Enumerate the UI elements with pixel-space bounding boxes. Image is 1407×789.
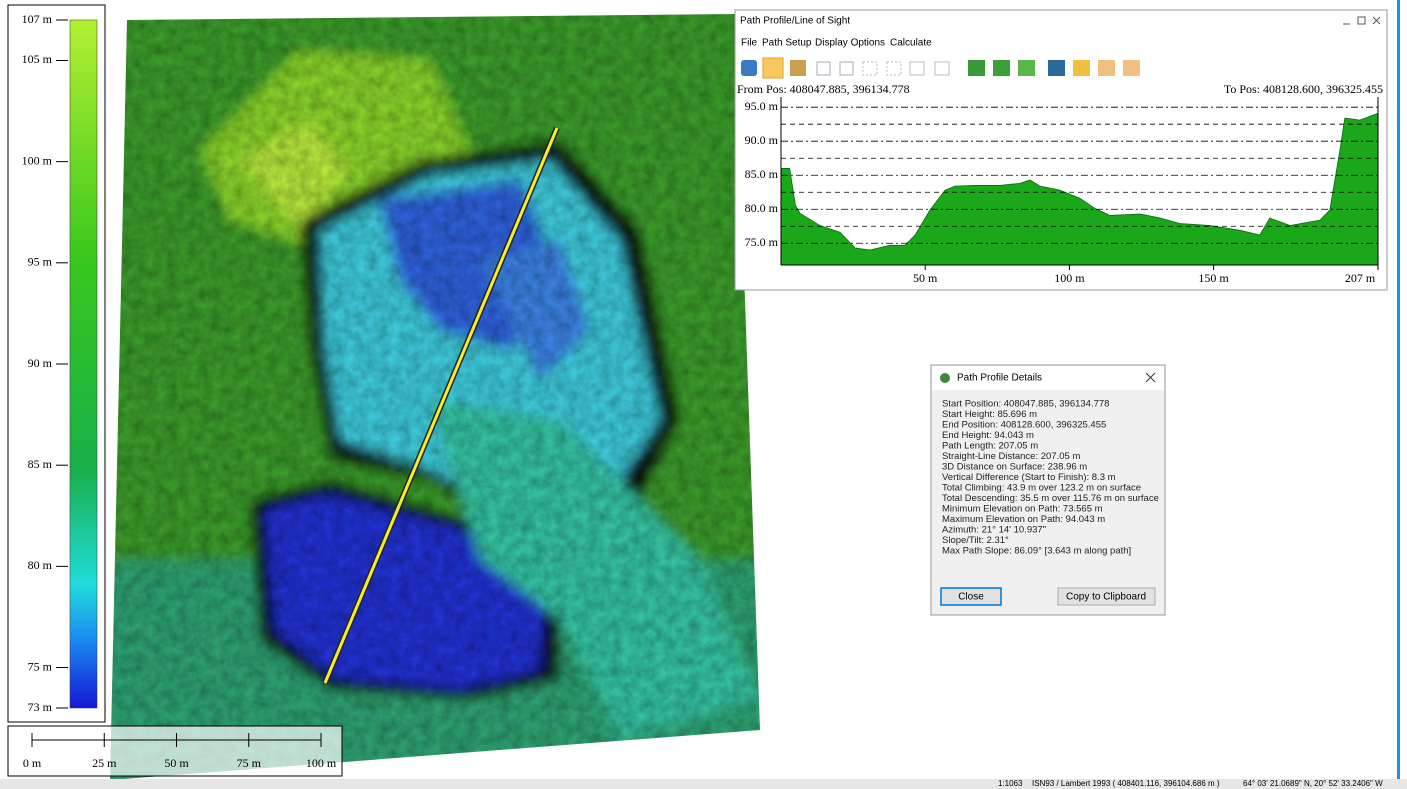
x-tick-label: 50 m xyxy=(913,271,938,285)
detail-line: Start Height: 85.696 m xyxy=(942,409,1037,420)
legend-label: 73 m xyxy=(28,700,53,714)
legend-label: 107 m xyxy=(22,12,53,26)
menu-item[interactable]: Display Options xyxy=(815,38,885,49)
y-tick-label: 95.0 m xyxy=(745,99,779,113)
detail-line: Start Position: 408047.885, 396134.778 xyxy=(942,399,1109,410)
tool-icon[interactable] xyxy=(1098,60,1115,76)
window-border xyxy=(1397,0,1400,779)
legend-label: 100 m xyxy=(22,153,53,167)
scale-label: 0 m xyxy=(23,756,42,770)
scale-label: 75 m xyxy=(237,756,262,770)
tool-icon[interactable] xyxy=(1018,60,1035,76)
close-button-label[interactable]: Close xyxy=(958,592,984,603)
dialog-content: Start Position: 408047.885, 396134.778St… xyxy=(942,399,1159,557)
scale-bar-ticks: 0 m 25 m 50 m 75 m 100 m xyxy=(23,733,337,770)
tool-icon[interactable] xyxy=(790,60,806,76)
detail-line: Total Climbing: 43.9 m over 123.2 m on s… xyxy=(942,483,1141,494)
menu-item[interactable]: Calculate xyxy=(890,38,932,49)
legend-label: 80 m xyxy=(28,558,53,572)
detail-line: Azimuth: 21° 14' 10.937" xyxy=(942,525,1046,536)
tool-icon[interactable] xyxy=(934,61,950,76)
legend-label: 105 m xyxy=(22,52,53,66)
close-button[interactable] xyxy=(1372,16,1381,25)
detail-line: Path Length: 207.05 m xyxy=(942,441,1038,452)
tool-icon[interactable] xyxy=(762,57,784,79)
profile-area xyxy=(780,112,1379,266)
tool-icon[interactable] xyxy=(909,61,925,76)
tool-icon[interactable] xyxy=(1073,60,1090,76)
y-tick-label: 90.0 m xyxy=(745,133,779,147)
copy-button-label[interactable]: Copy to Clipboard xyxy=(1066,592,1146,603)
legend-label: 95 m xyxy=(28,255,53,269)
dialog-title-bar xyxy=(932,366,1164,390)
detail-line: Minimum Elevation on Path: 73.565 m xyxy=(942,504,1103,515)
legend-ticks: 107 m 105 m 100 m 95 m 90 m 85 m 80 m 75 m 73 m xyxy=(22,12,68,714)
title-bar xyxy=(736,11,1386,31)
detail-line: Max Path Slope: 86.09° [3.643 m along pa… xyxy=(942,546,1131,557)
tool-icon[interactable] xyxy=(1048,60,1065,76)
tool-icon[interactable] xyxy=(839,61,854,76)
detail-line: 3D Distance on Surface: 238.96 m xyxy=(942,462,1087,473)
legend-label: 90 m xyxy=(28,356,53,370)
x-tick-label: 207 m xyxy=(1345,271,1376,285)
dialog-title: Path Profile Details xyxy=(957,373,1042,384)
legend-label: 85 m xyxy=(28,457,53,471)
from-position: From Pos: 408047.885, 396134.778 xyxy=(737,82,910,96)
status-geographic: 64° 03' 21.0689" N, 20° 52' 33.2406" W xyxy=(1243,779,1383,788)
menu-item[interactable]: Path Setup xyxy=(762,38,812,49)
to-position: To Pos: 408128.600, 396325.455 xyxy=(1224,82,1383,96)
legend-label: 75 m xyxy=(28,659,53,673)
scale-label: 100 m xyxy=(306,756,337,770)
tool-icon[interactable] xyxy=(741,60,757,76)
detail-line: Slope/Tilt: 2.31° xyxy=(942,535,1009,546)
scale-label: 25 m xyxy=(92,756,117,770)
maximize-button[interactable] xyxy=(1357,16,1366,25)
detail-line: Vertical Difference (Start to Finish): 8… xyxy=(942,472,1116,483)
profile-plot: 75.0 m 80.0 m 85.0 m 90.0 m 95.0 m 50 m 100 m 1… xyxy=(745,97,1379,285)
legend-colorbar xyxy=(69,19,98,709)
status-bar xyxy=(0,779,1407,789)
y-tick-label: 75.0 m xyxy=(745,235,779,249)
tool-icon[interactable] xyxy=(886,61,902,76)
x-tick-label: 150 m xyxy=(1198,271,1229,285)
menu-item[interactable]: File xyxy=(741,38,758,49)
menu-bar: File Path Setup Display Options Calculate xyxy=(741,38,932,49)
y-tick-label: 80.0 m xyxy=(745,201,779,215)
elevation-map xyxy=(110,14,760,780)
tool-icon[interactable] xyxy=(816,61,831,76)
dialog-close-x[interactable] xyxy=(1145,372,1156,383)
window-title: Path Profile/Line of Sight xyxy=(740,16,850,27)
y-tick-label: 85.0 m xyxy=(745,167,779,181)
detail-line: End Height: 94.043 m xyxy=(942,430,1034,441)
tool-icon[interactable] xyxy=(968,60,985,76)
x-tick-label: 100 m xyxy=(1054,271,1085,285)
copy-button[interactable] xyxy=(1057,587,1156,606)
toolbar xyxy=(741,57,1140,79)
close-button[interactable] xyxy=(940,587,1002,606)
detail-line: Total Descending: 35.5 m over 115.76 m o… xyxy=(942,493,1159,504)
scale-label: 50 m xyxy=(164,756,189,770)
dialog-icon xyxy=(940,373,950,383)
tool-icon[interactable] xyxy=(1123,60,1140,76)
details-dialog xyxy=(930,364,1166,616)
detail-line: Maximum Elevation on Path: 94.043 m xyxy=(942,514,1105,525)
detail-line: Straight-Line Distance: 207.05 m xyxy=(942,451,1080,462)
scale-bar-box xyxy=(7,725,343,777)
tool-icon[interactable] xyxy=(993,60,1010,76)
path-line xyxy=(323,127,559,684)
detail-line: End Position: 408128.600, 396325.455 xyxy=(942,420,1106,431)
status-projected: ISN93 / Lambert 1993 ( 408401.116, 39610… xyxy=(1032,779,1220,788)
status-scale: 1:1063 xyxy=(998,779,1023,788)
tool-icon[interactable] xyxy=(862,61,878,76)
